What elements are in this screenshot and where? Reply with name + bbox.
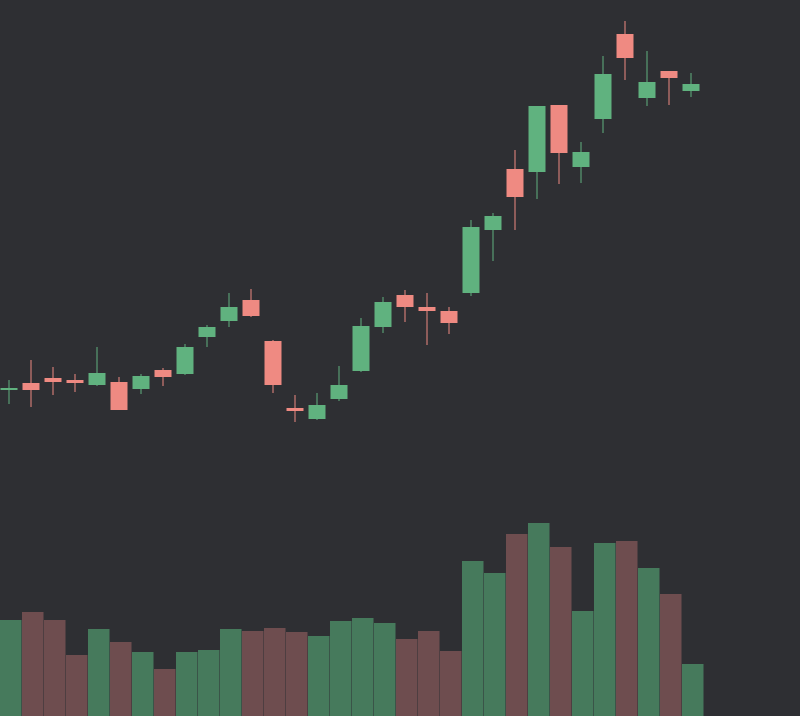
volume-bar xyxy=(594,543,616,716)
volume-bar xyxy=(22,612,44,716)
candle-body xyxy=(638,82,656,98)
candle-body xyxy=(330,385,348,399)
candle-body xyxy=(550,105,568,153)
volume-bar xyxy=(528,523,550,716)
volume-bar xyxy=(506,534,528,716)
volume-bar xyxy=(616,541,638,716)
volume-bar xyxy=(198,650,220,716)
candle-body xyxy=(374,302,392,327)
candle-body xyxy=(44,378,62,382)
candle-body xyxy=(572,152,590,167)
candle-body xyxy=(0,388,18,390)
candle-body xyxy=(154,370,172,377)
candle-body xyxy=(220,307,238,321)
volume-bar xyxy=(550,547,572,716)
volume-bar xyxy=(418,631,440,716)
candle-body xyxy=(66,380,84,383)
volume-bar xyxy=(308,636,330,716)
volume-bar xyxy=(132,652,154,716)
candle-body xyxy=(594,74,612,119)
candle-body xyxy=(660,71,678,78)
candle-body xyxy=(198,327,216,337)
candle-body xyxy=(352,326,370,371)
volume-bar xyxy=(462,561,484,716)
volume-bar xyxy=(682,664,704,716)
candle-body xyxy=(418,307,436,311)
volume-bar xyxy=(176,652,198,716)
candle-body xyxy=(396,295,414,307)
volume-bar xyxy=(44,620,66,716)
volume-bar xyxy=(88,629,110,716)
candle-body xyxy=(528,106,546,172)
candle-body xyxy=(110,382,128,410)
volume-bar xyxy=(374,623,396,716)
candle-body xyxy=(264,341,282,385)
volume-bar xyxy=(638,568,660,716)
volume-bar xyxy=(440,651,462,716)
candle-body xyxy=(506,169,524,197)
candle-body xyxy=(308,405,326,419)
volume-bar xyxy=(572,611,594,716)
candle-body xyxy=(22,383,40,390)
volume-bar xyxy=(286,632,308,716)
candle-body xyxy=(616,34,634,58)
volume-bar xyxy=(330,621,352,716)
volume-bar xyxy=(220,629,242,716)
volume-bar xyxy=(154,669,176,716)
volume-bar xyxy=(0,620,22,716)
candle-body xyxy=(176,347,194,374)
candle-body xyxy=(440,311,458,323)
candle-body xyxy=(286,408,304,411)
candle-body xyxy=(484,216,502,230)
candle-body xyxy=(242,300,260,316)
volume-bar xyxy=(396,639,418,716)
volume-bar xyxy=(352,618,374,716)
volume-bar xyxy=(66,655,88,716)
candle-body xyxy=(682,84,700,91)
volume-bar xyxy=(110,642,132,716)
candle-body xyxy=(132,376,150,389)
volume-bar xyxy=(660,594,682,716)
candle-body xyxy=(462,227,480,293)
volume-bar xyxy=(484,573,506,716)
volume-bar xyxy=(242,631,264,716)
candle-body xyxy=(88,373,106,385)
volume-bar xyxy=(264,628,286,716)
